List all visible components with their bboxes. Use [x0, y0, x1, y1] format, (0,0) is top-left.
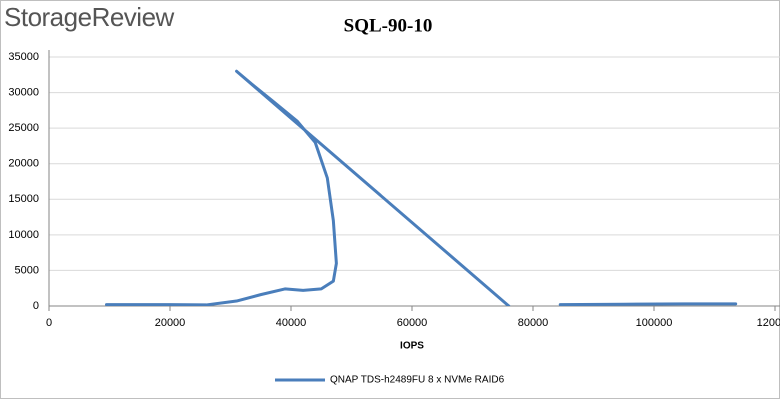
x-tick-label: 0 — [46, 317, 52, 329]
y-tick-label: 15000 — [8, 193, 39, 205]
legend-label: QNAP TDS-h2489FU 8 x NVMe RAID6 — [330, 375, 505, 386]
chart-title: SQL-90-10 — [344, 15, 433, 36]
y-tick-label: 25000 — [8, 122, 39, 134]
y-tick-label: 30000 — [8, 86, 39, 98]
x-axis-label: IOPS — [400, 341, 424, 352]
y-tick-label: 10000 — [8, 229, 39, 241]
y-tick-label: 5000 — [15, 264, 39, 276]
x-tick-label: 80000 — [518, 317, 549, 329]
x-tick-label: 100000 — [636, 317, 673, 329]
y-tick-label: 35000 — [8, 51, 39, 63]
y-tick-label: 20000 — [8, 158, 39, 170]
x-tick-label: 20000 — [155, 317, 186, 329]
y-tick-label: 0 — [33, 300, 39, 312]
x-tick-label: 60000 — [397, 317, 428, 329]
x-tick-label: 40000 — [276, 317, 307, 329]
x-tick-label: 120000 — [757, 317, 780, 329]
brand-logo: StorageReview — [4, 2, 175, 32]
series-line — [104, 69, 738, 306]
